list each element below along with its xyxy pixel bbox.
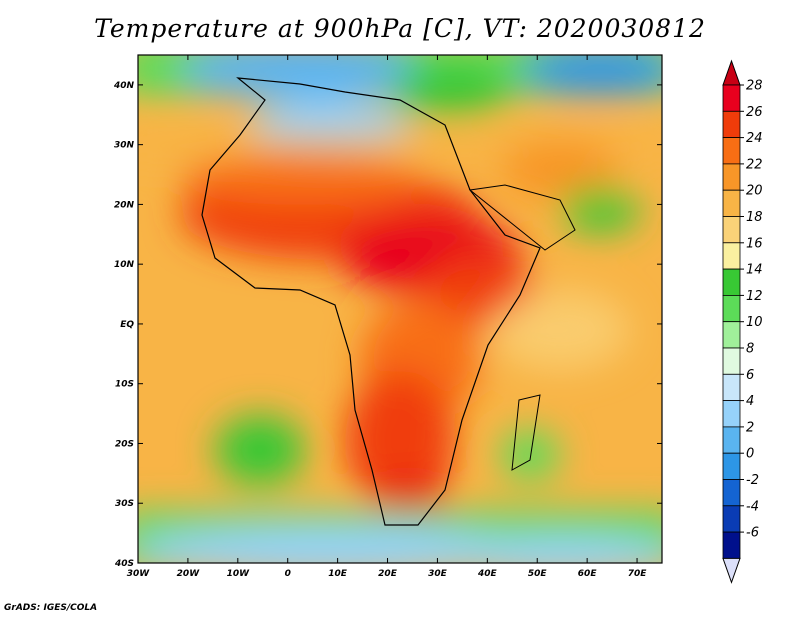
colorbar-swatch bbox=[722, 321, 741, 349]
colorbar-label: 20 bbox=[746, 184, 763, 199]
colorbar-swatch bbox=[722, 137, 741, 165]
colorbar-label: 4 bbox=[746, 394, 754, 409]
temperature-field bbox=[138, 55, 662, 563]
colorbar-label: 6 bbox=[746, 368, 754, 383]
lon-tick-label: 10E bbox=[328, 569, 348, 579]
madagascar-outline bbox=[511, 394, 541, 471]
colorbar-label: 10 bbox=[746, 315, 763, 330]
colorbar-swatch bbox=[722, 216, 741, 244]
colorbar-swatch bbox=[722, 505, 741, 533]
lat-tick-label: 30N bbox=[114, 141, 135, 151]
colorbar-swatch bbox=[722, 268, 741, 296]
lon-tick-label: 30E bbox=[428, 569, 448, 579]
colorbar-label: 0 bbox=[746, 447, 754, 462]
colorbar-label: 8 bbox=[746, 342, 754, 357]
colorbar-swatch bbox=[722, 452, 741, 480]
axis-ticks: 30W 20W 10W 0 10E 20E 30E 40E 50E 60E 70E 40N 30N 20N… bbox=[113, 55, 662, 579]
lon-tick-label: 20W bbox=[177, 569, 201, 579]
lat-tick-label: 40S bbox=[114, 559, 134, 569]
colorbar-label: 18 bbox=[746, 210, 763, 225]
colorbar-label: 16 bbox=[746, 236, 763, 251]
lat-tick-label: EQ bbox=[120, 320, 134, 330]
lat-tick-label: 40N bbox=[113, 81, 135, 91]
lat-tick-label: 30S bbox=[115, 499, 134, 509]
colorbar-swatch bbox=[722, 479, 741, 507]
lon-tick-label: 0 bbox=[285, 569, 291, 579]
colorbar-label: 14 bbox=[746, 263, 763, 278]
africa-coastline bbox=[201, 77, 541, 526]
lon-tick-label: 20E bbox=[378, 569, 398, 579]
lat-tick-label: 10N bbox=[114, 260, 135, 270]
colorbar-label: 26 bbox=[746, 105, 763, 120]
lon-tick-label: 50E bbox=[528, 569, 548, 579]
lat-tick-label: 10S bbox=[115, 380, 134, 390]
colorbar-label: 22 bbox=[746, 157, 763, 172]
colorbar-label: 12 bbox=[746, 289, 763, 304]
colorbar-swatch bbox=[722, 347, 741, 375]
colorbar-swatch bbox=[722, 110, 741, 139]
lon-tick-label: 40E bbox=[477, 569, 498, 579]
colorbar-swatch bbox=[722, 294, 741, 323]
colorbar-label: -2 bbox=[746, 473, 759, 488]
colorbar-swatch bbox=[722, 189, 741, 217]
colorbar-swatch bbox=[722, 400, 741, 428]
colorbar-label: 24 bbox=[746, 131, 763, 146]
colorbar-label: -6 bbox=[746, 526, 759, 541]
lon-tick-label: 60E bbox=[578, 569, 598, 579]
lon-tick-label: 70E bbox=[628, 569, 648, 579]
colorbar-swatch bbox=[722, 373, 741, 401]
lat-tick-label: 20N bbox=[114, 200, 135, 210]
colorbar-top-arrow bbox=[722, 59, 741, 86]
colorbar-swatch bbox=[722, 242, 741, 270]
lon-tick-label: 30W bbox=[127, 569, 151, 579]
colorbar-swatch bbox=[722, 84, 741, 112]
colorbar-swatch bbox=[722, 163, 741, 191]
colorbar-label: 2 bbox=[746, 420, 754, 435]
colorbar-label: 28 bbox=[746, 79, 763, 94]
colorbar-swatch bbox=[722, 531, 741, 559]
map-title: Temperature at 900hPa [C], VT: 202003081… bbox=[94, 14, 706, 43]
lat-tick-label: 20S bbox=[115, 439, 134, 449]
lon-tick-label: 10W bbox=[227, 569, 251, 579]
colorbar-swatch bbox=[722, 426, 741, 454]
map-frame bbox=[137, 54, 663, 564]
colorbar-bottom-arrow bbox=[722, 557, 741, 584]
colorbar-label: -4 bbox=[746, 499, 759, 514]
grads-credit: GrADS: IGES/COLA bbox=[4, 603, 98, 613]
